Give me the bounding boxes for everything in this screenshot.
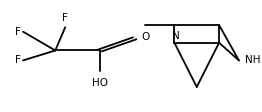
Text: F: F xyxy=(15,55,20,65)
Text: NH: NH xyxy=(245,55,261,65)
Text: F: F xyxy=(62,13,68,23)
Text: N: N xyxy=(172,31,179,41)
Text: HO: HO xyxy=(92,78,108,88)
Text: F: F xyxy=(15,27,20,37)
Text: O: O xyxy=(141,32,149,42)
